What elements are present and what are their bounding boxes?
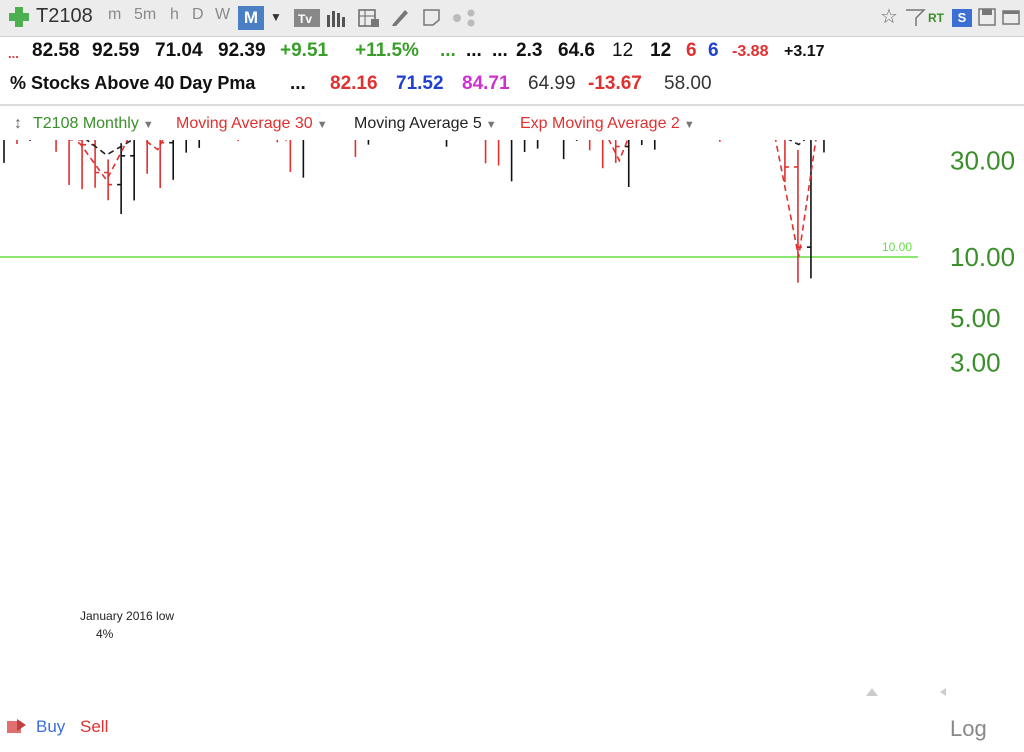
indicator-row: % Stocks Above 40 Day Pma ... 82.16 71.5…: [0, 73, 1024, 104]
annotation-line-2: 4%: [96, 627, 114, 641]
legend-ema2[interactable]: Exp Moving Average 2 ▼: [520, 115, 695, 133]
scan-badge[interactable]: S: [952, 9, 972, 27]
link-icon[interactable]: [452, 9, 476, 27]
note-icon[interactable]: [422, 7, 442, 27]
ema2-line: [74, 140, 817, 258]
indicator-value-4: 64.99: [528, 73, 576, 94]
indicator-value-5: -13.67: [588, 73, 642, 94]
quote-last: 92.39: [218, 40, 266, 61]
legend-ma30[interactable]: Moving Average 30 ▼: [176, 115, 328, 133]
draw-pencil-icon[interactable]: [390, 7, 410, 27]
timeframe-5minute[interactable]: 5m: [134, 6, 157, 23]
quote-open: 82.58: [32, 40, 80, 61]
window-icon[interactable]: [1002, 8, 1020, 26]
quote-row: ... 82.58 92.59 71.04 92.39 +9.51 +11.5%…: [0, 40, 1024, 71]
y-tick-label: 5.00: [950, 303, 1001, 333]
scroll-left-icon[interactable]: [940, 688, 946, 696]
timeframe-week[interactable]: W: [215, 6, 231, 23]
scroll-up-icon[interactable]: [866, 688, 878, 696]
legend-ema2-label: Exp Moving Average 2: [520, 115, 680, 132]
add-icon[interactable]: [8, 6, 30, 28]
timeframe-hour[interactable]: h: [170, 6, 179, 23]
y-tick-label: 3.00: [950, 348, 1001, 378]
timeframe-minute[interactable]: m: [108, 6, 122, 23]
legend-expand-icon[interactable]: ↕: [14, 115, 22, 132]
y-tick-label: 30.00: [950, 146, 1015, 176]
quote-dots-2: ...: [466, 40, 482, 61]
log-scale-toggle[interactable]: Log: [950, 716, 987, 741]
trade-icon[interactable]: [6, 717, 28, 735]
chevron-down-icon: ▼: [142, 119, 154, 131]
chart-type-icon[interactable]: Tv: [294, 9, 320, 27]
legend-ma30-label: Moving Average 30: [176, 115, 313, 132]
chevron-down-icon: ▼: [485, 119, 497, 131]
quote-value-7: -3.88: [732, 43, 769, 60]
legend-series[interactable]: T2108 Monthly ▼: [33, 115, 154, 133]
annotation-line-1: January 2016 low: [80, 609, 174, 623]
legend-ma5[interactable]: Moving Average 5 ▼: [354, 115, 497, 133]
quote-low: 71.04: [155, 40, 203, 61]
timeframe-month[interactable]: M: [238, 6, 264, 30]
quote-dots-1: ...: [440, 40, 456, 61]
price-chart[interactable]: 10.003.005.0010.0030.0050.0092.391617181…: [0, 140, 1024, 704]
quote-dots-3: ...: [492, 40, 508, 61]
indicator-value-1: 82.16: [330, 73, 378, 94]
legend-ma5-label: Moving Average 5: [354, 115, 482, 132]
quote-change-pct: +11.5%: [355, 40, 419, 61]
realtime-badge[interactable]: RT: [928, 11, 944, 25]
save-icon[interactable]: [978, 8, 996, 26]
symbol-label[interactable]: T2108: [36, 5, 93, 27]
toolbar: T2108 m 5m h D W M ▼ Tv ☆ RT S: [0, 0, 1024, 37]
sell-button[interactable]: Sell: [80, 717, 109, 736]
header-divider: [0, 104, 1024, 106]
chevron-down-icon: ▼: [683, 119, 695, 131]
y-tick-label: 10.00: [950, 242, 1015, 272]
ma5-line: [85, 140, 806, 156]
star-icon[interactable]: ☆: [880, 6, 898, 28]
quote-value-5: 6: [686, 40, 697, 61]
quote-value-2: 64.6: [558, 40, 595, 61]
svg-text:Tv: Tv: [298, 12, 312, 26]
timeframe-day[interactable]: D: [192, 6, 204, 23]
quote-prefix: ...: [8, 46, 19, 61]
indicator-value-2: 71.52: [396, 73, 444, 94]
indicator-dots: ...: [290, 73, 306, 94]
indicator-value-6: 58.00: [664, 73, 712, 94]
quote-value-3: 12: [612, 40, 634, 61]
indicator-icon[interactable]: [358, 7, 380, 29]
indicator-name: % Stocks Above 40 Day Pma: [10, 73, 256, 93]
indicator-value-3: 84.71: [462, 73, 510, 94]
buy-button[interactable]: Buy: [36, 717, 66, 736]
quote-change: +9.51: [280, 40, 329, 61]
footer: Buy Sell Log: [0, 704, 1024, 752]
quote-high: 92.59: [92, 40, 140, 61]
horizontal-line-label-1: 10.00: [882, 240, 912, 254]
bar-chart-icon[interactable]: [326, 9, 346, 27]
quote-value-4: 12: [650, 40, 672, 61]
quote-value-8: +3.17: [784, 43, 825, 60]
quote-value-1: 2.3: [516, 40, 543, 61]
alert-flag-icon[interactable]: [904, 8, 926, 28]
timeframe-dropdown-icon[interactable]: ▼: [270, 10, 282, 24]
quote-value-6: 6: [708, 40, 719, 61]
chevron-down-icon: ▼: [316, 119, 328, 131]
legend-series-label: T2108 Monthly: [33, 115, 139, 132]
